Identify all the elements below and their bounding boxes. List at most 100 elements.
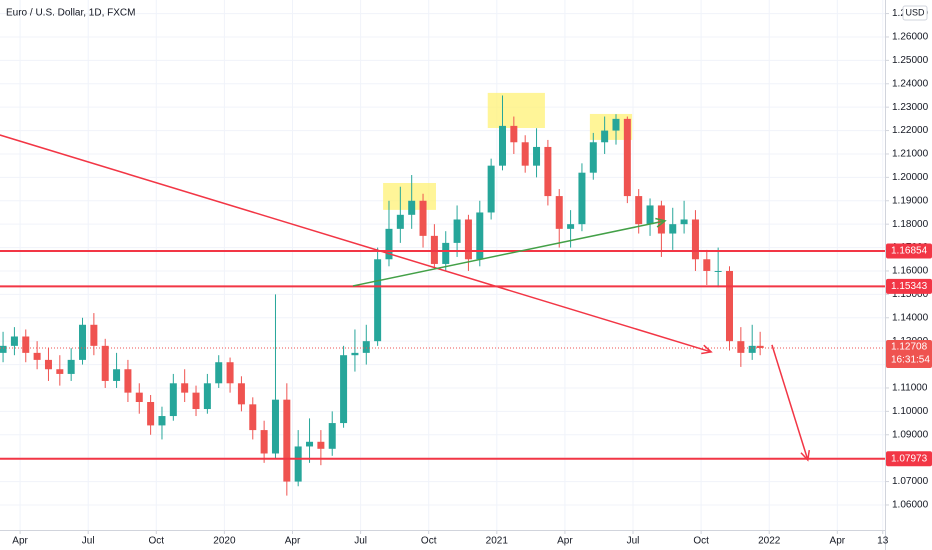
x-tick-label: 13 — [877, 536, 889, 547]
highlight-box — [487, 92, 545, 128]
x-tick-label: Jul — [354, 536, 367, 547]
candle-body — [589, 142, 597, 173]
y-tick-label: 1.22000 — [892, 125, 929, 136]
candle-body — [249, 404, 257, 431]
candle-body — [158, 416, 166, 426]
candle-body — [203, 383, 211, 410]
candle-body — [124, 369, 132, 393]
arrow-head — [701, 344, 713, 355]
level-label: 1.16854 — [891, 246, 928, 257]
y-tick-label: 1.23000 — [892, 102, 929, 113]
candle-body — [578, 172, 586, 225]
level-label-box — [886, 278, 932, 294]
candle-body — [533, 146, 541, 166]
level-label-box — [886, 451, 932, 467]
candle-body — [260, 430, 268, 454]
candle-body — [237, 383, 245, 405]
candle-body — [635, 196, 643, 225]
candle-body — [510, 125, 518, 143]
y-tick-label: 1.25000 — [892, 55, 929, 66]
candle-body — [646, 205, 654, 225]
x-tick-label: Oct — [693, 536, 709, 547]
trend-line — [771, 344, 809, 461]
y-tick-label: 1.14000 — [892, 312, 929, 323]
trend-line — [352, 220, 666, 287]
candle-body — [317, 441, 325, 449]
candle-body — [271, 399, 279, 454]
chart-title: Euro / U.S. Dollar, 1D, FXCM — [6, 8, 135, 19]
candle-body — [476, 212, 484, 260]
candle-body — [147, 402, 155, 426]
candle-body — [351, 352, 359, 356]
level-label: 1.07973 — [891, 453, 928, 464]
candle-body — [22, 336, 30, 353]
candle-body — [226, 362, 234, 384]
currency: USD — [905, 7, 925, 17]
candle-body — [385, 228, 393, 260]
candle-body — [623, 118, 631, 197]
arrow-head — [800, 450, 811, 462]
candle-body — [396, 214, 404, 229]
candle-body — [340, 355, 348, 424]
candle-body — [487, 165, 495, 213]
candle-body — [567, 224, 575, 229]
y-tick-label: 1.07000 — [892, 476, 929, 487]
candle-body — [430, 235, 438, 264]
candle-body — [135, 392, 143, 403]
candle-body — [294, 446, 302, 482]
x-tick-label: Oct — [421, 536, 437, 547]
candle-body — [680, 219, 688, 225]
candle-body — [192, 392, 200, 410]
currency-box[interactable] — [902, 5, 928, 21]
candle-body — [612, 118, 620, 131]
candle-body — [328, 423, 336, 449]
candle-body — [555, 196, 563, 229]
candle-body — [453, 219, 461, 243]
y-tick-label: 1.18000 — [892, 219, 929, 230]
x-tick-label: Jul — [82, 536, 95, 547]
trend-line — [0, 134, 712, 353]
candle-body — [56, 369, 64, 374]
candle-body — [725, 270, 733, 342]
candle-body — [521, 142, 529, 166]
x-tick-label: Apr — [830, 536, 846, 547]
y-tick-label: 1.16000 — [892, 266, 929, 277]
candle-body — [44, 359, 52, 370]
y-tick-label: 1.11000 — [892, 383, 928, 394]
candle-body — [169, 383, 177, 417]
y-tick-label: 1.19000 — [892, 195, 929, 206]
candle-body — [748, 345, 756, 353]
candle-body — [544, 146, 552, 197]
candle-body — [498, 125, 506, 166]
x-tick-label: 2020 — [213, 536, 236, 547]
y-tick-label: 1.26000 — [892, 32, 929, 43]
y-tick-label: 1.15000 — [892, 289, 929, 300]
candle-body — [737, 341, 745, 353]
level-label-box — [886, 243, 932, 259]
candle-body — [419, 200, 427, 236]
candle-body — [756, 345, 764, 348]
candle-body — [374, 259, 382, 342]
y-tick-label: 1.10000 — [892, 406, 929, 417]
candle-body — [33, 352, 41, 360]
candle-body — [79, 324, 87, 360]
last-price-box — [886, 339, 932, 368]
candle-body — [691, 219, 699, 260]
candle-body — [669, 224, 677, 234]
candle-body — [113, 369, 121, 381]
candle-body — [703, 259, 711, 271]
candle-body — [714, 270, 722, 272]
y-tick-label: 1.06000 — [892, 500, 929, 511]
candle-body — [90, 324, 98, 346]
x-tick-label: Apr — [12, 536, 28, 547]
candle-body — [215, 362, 223, 384]
y-tick-label: 1.24000 — [892, 78, 929, 89]
x-tick-label: Oct — [149, 536, 165, 547]
candle-body — [101, 345, 109, 381]
level-label: 1.15343 — [891, 281, 928, 292]
last-price-label: 1.12708 — [891, 342, 928, 353]
candle-body — [408, 200, 416, 215]
x-tick-label: Jul — [627, 536, 640, 547]
